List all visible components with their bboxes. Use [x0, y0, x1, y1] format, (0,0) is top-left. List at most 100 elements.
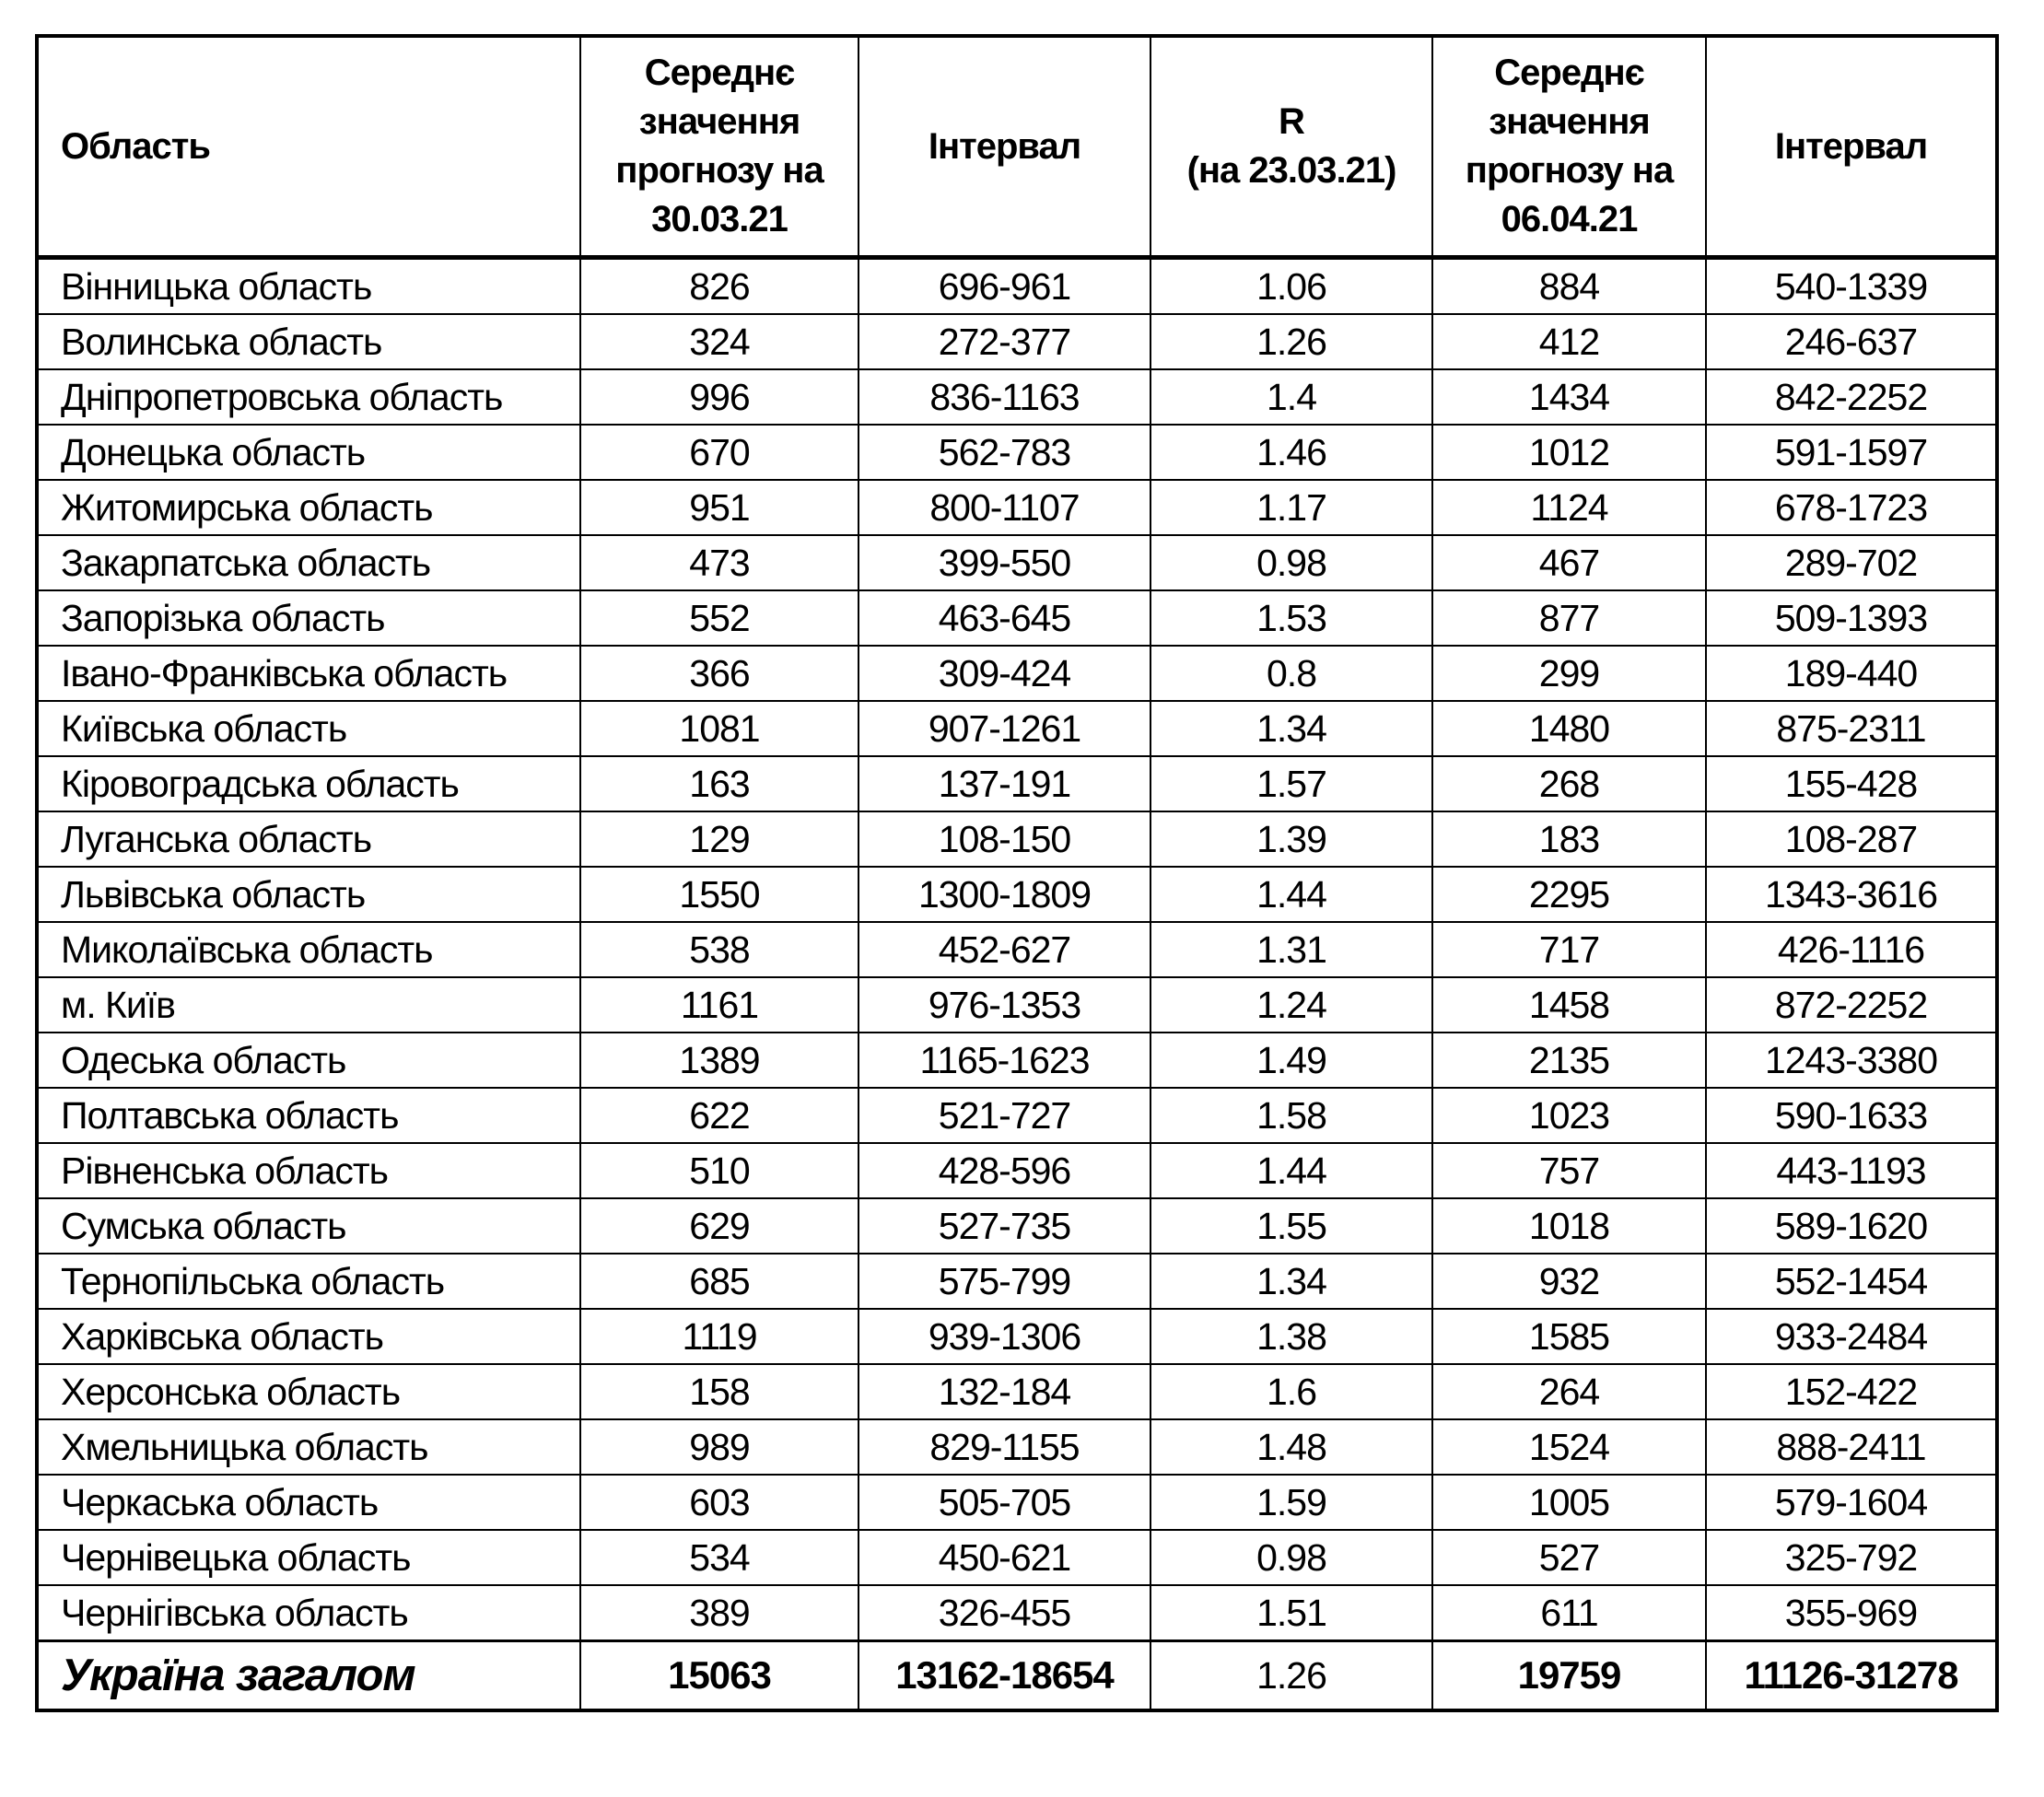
r-cell: 1.17 [1150, 479, 1433, 536]
mean-06-04-cell: 183 [1431, 811, 1707, 868]
interval-30-03-cell: 309-424 [858, 645, 1151, 702]
region-cell: Волинська область [36, 313, 581, 370]
table-row: Луганська область 129 108-150 1.39 183 1… [36, 811, 1998, 868]
mean-30-03-cell: 324 [579, 313, 859, 370]
table-row: Харківська область 1119 939-1306 1.38 15… [36, 1308, 1998, 1365]
mean-30-03-cell: 670 [579, 424, 859, 481]
mean-30-03-cell: 951 [579, 479, 859, 536]
r-cell: 1.06 [1150, 256, 1433, 315]
table-row: Одеська область 1389 1165-1623 1.49 2135… [36, 1032, 1998, 1089]
table-body: Вінницька область 826 696-961 1.06 884 5… [36, 256, 1998, 1642]
mean-06-04-cell: 527 [1431, 1529, 1707, 1586]
mean-06-04-cell: 717 [1431, 921, 1707, 978]
region-cell: м. Київ [36, 976, 581, 1033]
header-interval-30-03: Інтервал [858, 35, 1151, 260]
region-cell: Харківська область [36, 1308, 581, 1365]
interval-06-04-cell: 1243-3380 [1705, 1032, 1998, 1089]
interval-30-03-cell: 836-1163 [858, 368, 1151, 426]
region-cell: Донецька область [36, 424, 581, 481]
mean-06-04-cell: 1524 [1431, 1418, 1707, 1476]
mean-06-04-cell: 1018 [1431, 1197, 1707, 1254]
total-label: Україна загалом [36, 1639, 581, 1711]
mean-30-03-cell: 1389 [579, 1032, 859, 1089]
region-cell: Хмельницька область [36, 1418, 581, 1476]
interval-30-03-cell: 562-783 [858, 424, 1151, 481]
mean-06-04-cell: 884 [1431, 256, 1707, 315]
mean-30-03-cell: 510 [579, 1142, 859, 1199]
interval-06-04-cell: 591-1597 [1705, 424, 1998, 481]
interval-06-04-cell: 933-2484 [1705, 1308, 1998, 1365]
r-cell: 1.24 [1150, 976, 1433, 1033]
region-cell: Чернігівська область [36, 1584, 581, 1642]
interval-06-04-cell: 842-2252 [1705, 368, 1998, 426]
interval-30-03-cell: 452-627 [858, 921, 1151, 978]
mean-06-04-cell: 1480 [1431, 700, 1707, 757]
table-row: Івано-Франківська область 366 309-424 0.… [36, 645, 1998, 702]
interval-30-03-cell: 939-1306 [858, 1308, 1151, 1365]
region-cell: Полтавська область [36, 1087, 581, 1144]
table-row: Вінницька область 826 696-961 1.06 884 5… [36, 256, 1998, 315]
mean-30-03-cell: 1119 [579, 1308, 859, 1365]
interval-06-04-cell: 1343-3616 [1705, 866, 1998, 923]
mean-30-03-cell: 1081 [579, 700, 859, 757]
interval-30-03-cell: 829-1155 [858, 1418, 1151, 1476]
table-row: Закарпатська область 473 399-550 0.98 46… [36, 534, 1998, 591]
region-cell: Миколаївська область [36, 921, 581, 978]
table-row: Дніпропетровська область 996 836-1163 1.… [36, 368, 1998, 426]
header-mean-06-04: Середнє значення прогнозу на 06.04.21 [1431, 35, 1707, 260]
r-cell: 1.39 [1150, 811, 1433, 868]
interval-06-04-cell: 678-1723 [1705, 479, 1998, 536]
mean-30-03-cell: 629 [579, 1197, 859, 1254]
interval-06-04-cell: 189-440 [1705, 645, 1998, 702]
region-cell: Львівська область [36, 866, 581, 923]
interval-06-04-cell: 540-1339 [1705, 256, 1998, 315]
table-row: Черкаська область 603 505-705 1.59 1005 … [36, 1474, 1998, 1531]
mean-06-04-cell: 264 [1431, 1363, 1707, 1420]
r-cell: 1.58 [1150, 1087, 1433, 1144]
total-mean-30-03-cell: 15063 [579, 1639, 859, 1711]
mean-06-04-cell: 1585 [1431, 1308, 1707, 1365]
interval-06-04-cell: 888-2411 [1705, 1418, 1998, 1476]
r-cell: 1.31 [1150, 921, 1433, 978]
region-cell: Чернівецька область [36, 1529, 581, 1586]
interval-30-03-cell: 399-550 [858, 534, 1151, 591]
document-page: Область Середнє значення прогнозу на 30.… [35, 34, 1999, 1712]
interval-30-03-cell: 272-377 [858, 313, 1151, 370]
interval-06-04-cell: 589-1620 [1705, 1197, 1998, 1254]
mean-06-04-cell: 1023 [1431, 1087, 1707, 1144]
region-cell: Кіровоградська область [36, 755, 581, 812]
total-interval-06-04-cell: 11126-31278 [1705, 1639, 1998, 1711]
mean-30-03-cell: 163 [579, 755, 859, 812]
table-header: Область Середнє значення прогнозу на 30.… [36, 35, 1998, 260]
interval-30-03-cell: 137-191 [858, 755, 1151, 812]
table-row: Полтавська область 622 521-727 1.58 1023… [36, 1087, 1998, 1144]
r-cell: 1.34 [1150, 1253, 1433, 1310]
table-row: Чернівецька область 534 450-621 0.98 527… [36, 1529, 1998, 1586]
mean-30-03-cell: 552 [579, 589, 859, 647]
r-cell: 1.4 [1150, 368, 1433, 426]
interval-06-04-cell: 246-637 [1705, 313, 1998, 370]
table-row: Житомирська область 951 800-1107 1.17 11… [36, 479, 1998, 536]
region-cell: Київська область [36, 700, 581, 757]
mean-06-04-cell: 299 [1431, 645, 1707, 702]
interval-30-03-cell: 463-645 [858, 589, 1151, 647]
region-cell: Закарпатська область [36, 534, 581, 591]
interval-30-03-cell: 976-1353 [858, 976, 1151, 1033]
mean-30-03-cell: 534 [579, 1529, 859, 1586]
region-cell: Запорізька область [36, 589, 581, 647]
mean-30-03-cell: 826 [579, 256, 859, 315]
total-mean-06-04-cell: 19759 [1431, 1639, 1707, 1711]
interval-06-04-cell: 426-1116 [1705, 921, 1998, 978]
region-cell: Херсонська область [36, 1363, 581, 1420]
r-cell: 1.55 [1150, 1197, 1433, 1254]
interval-06-04-cell: 552-1454 [1705, 1253, 1998, 1310]
interval-30-03-cell: 428-596 [858, 1142, 1151, 1199]
table-row: Кіровоградська область 163 137-191 1.57 … [36, 755, 1998, 812]
table-row: м. Київ 1161 976-1353 1.24 1458 872-2252 [36, 976, 1998, 1033]
r-cell: 0.98 [1150, 534, 1433, 591]
region-cell: Черкаська область [36, 1474, 581, 1531]
mean-30-03-cell: 473 [579, 534, 859, 591]
mean-30-03-cell: 158 [579, 1363, 859, 1420]
r-cell: 1.6 [1150, 1363, 1433, 1420]
interval-06-04-cell: 443-1193 [1705, 1142, 1998, 1199]
